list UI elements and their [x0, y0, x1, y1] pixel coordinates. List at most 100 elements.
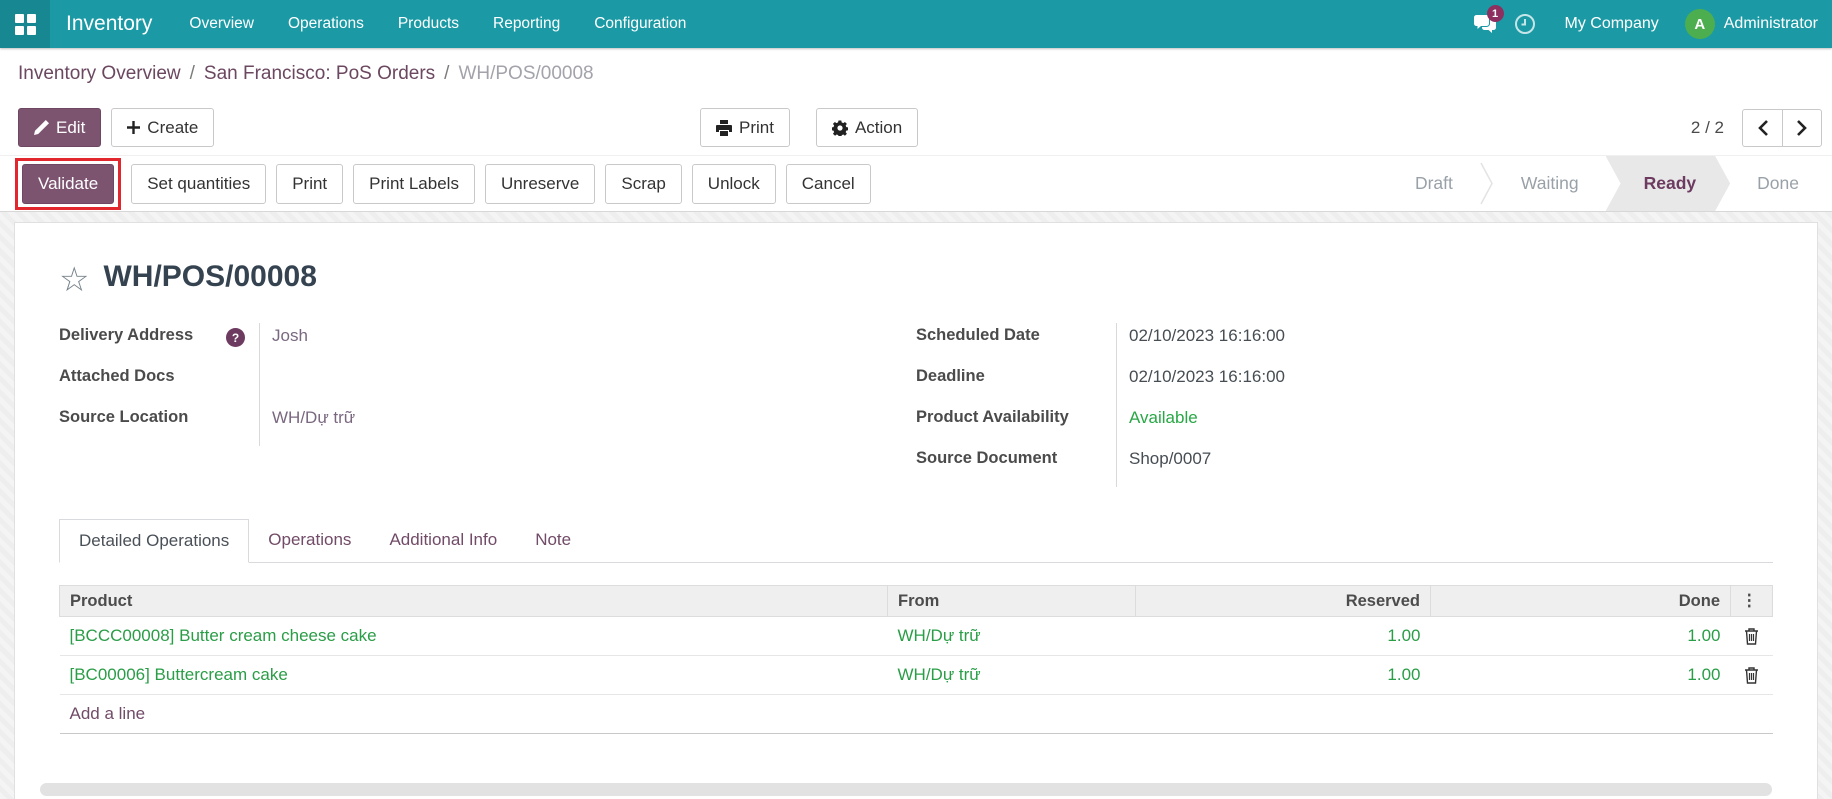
field-label: Source Location	[59, 405, 259, 446]
gear-icon	[831, 119, 848, 136]
scheduled-date-value: 02/10/2023 16:16:00	[1116, 323, 1729, 364]
control-panel-left: Edit Create	[18, 108, 215, 147]
row-reserved[interactable]: 1.00	[1135, 655, 1431, 695]
cancel-button[interactable]: Cancel	[785, 163, 871, 204]
set-quantities-button[interactable]: Set quantities	[131, 163, 267, 204]
optional-columns-icon[interactable]: ⋮	[1730, 585, 1773, 617]
delete-row-button[interactable]	[1730, 655, 1773, 695]
tab-additional-info[interactable]: Additional Info	[389, 530, 498, 549]
trash-icon	[1745, 627, 1758, 645]
pager-next-button[interactable]	[1782, 108, 1822, 147]
state-ready[interactable]: Ready	[1606, 156, 1731, 211]
print-button[interactable]: Print	[276, 163, 344, 204]
validate-highlight-annotation: Validate	[15, 157, 122, 210]
delivery-address-label: Delivery Address	[59, 326, 194, 344]
field-label: Product Availability	[916, 405, 1116, 446]
column-header-from[interactable]: From	[887, 585, 1136, 617]
action-menu-button[interactable]: Action	[815, 108, 919, 147]
row-done[interactable]: 1.00	[1430, 655, 1731, 695]
activities-button[interactable]	[1505, 0, 1545, 48]
unlock-button[interactable]: Unlock	[691, 163, 776, 204]
table-row: [BC00006] Buttercream cake WH/Dự trữ 1.0…	[59, 655, 1773, 695]
plus-icon	[127, 121, 141, 134]
validate-button[interactable]: Validate	[22, 163, 115, 204]
menu-operations[interactable]: Operations	[288, 15, 364, 32]
tab-detailed-operations[interactable]: Detailed Operations	[59, 519, 250, 563]
chevron-right-icon	[1797, 119, 1807, 136]
menu-overview[interactable]: Overview	[189, 15, 254, 32]
state-chevron-icon	[1480, 156, 1494, 211]
pager-previous-button[interactable]	[1742, 108, 1782, 147]
favorite-star-icon[interactable]: ☆	[59, 261, 90, 299]
tab-note[interactable]: Note	[535, 530, 572, 549]
row-product[interactable]: [BCCC00008] Butter cream cheese cake	[59, 616, 888, 656]
tab-operations[interactable]: Operations	[268, 530, 352, 549]
apps-grid-icon	[14, 13, 36, 35]
horizontal-scrollbar[interactable]	[40, 783, 1772, 796]
control-panel-center: Print Action	[700, 108, 919, 147]
menu-products[interactable]: Products	[397, 15, 459, 32]
field-delivery-address: Delivery Address ? Josh	[59, 323, 916, 364]
scrap-button[interactable]: Scrap	[605, 163, 682, 204]
source-document-label: Source Document	[916, 449, 1058, 467]
field-product-availability: Product Availability Available	[916, 405, 1729, 446]
delete-row-button[interactable]	[1730, 616, 1773, 656]
column-header-done[interactable]: Done	[1430, 585, 1731, 617]
printer-icon	[716, 119, 732, 136]
breadcrumb-inventory-overview[interactable]: Inventory Overview	[18, 63, 181, 84]
menu-reporting[interactable]: Reporting	[493, 15, 561, 32]
source-document-value: Shop/0007	[1116, 446, 1729, 487]
print-menu-button[interactable]: Print	[700, 108, 790, 147]
field-source-document: Source Document Shop/0007	[916, 446, 1729, 487]
create-button[interactable]: Create	[111, 108, 215, 147]
state-done[interactable]: Done	[1757, 173, 1799, 193]
user-name: Administrator	[1723, 15, 1818, 32]
pager-counter: 2 / 2	[1690, 117, 1724, 137]
detailed-operations-table: Product From Reserved Done ⋮ [BCCC00008]…	[59, 585, 1773, 734]
field-label: Delivery Address ?	[59, 323, 259, 364]
messages-badge: 1	[1486, 5, 1504, 22]
scheduled-date-label: Scheduled Date	[916, 326, 1040, 344]
user-avatar: A	[1684, 9, 1715, 39]
edit-button[interactable]: Edit	[18, 108, 102, 147]
table-header-row: Product From Reserved Done ⋮	[59, 585, 1773, 617]
field-source-location: Source Location WH/Dự trữ	[59, 405, 916, 446]
record-title: WH/POS/00008	[103, 260, 317, 293]
statusbar-buttons: Validate Set quantities Print Print Labe…	[15, 157, 871, 210]
breadcrumb-separator: /	[189, 63, 195, 84]
row-done[interactable]: 1.00	[1430, 616, 1731, 656]
menu-configuration[interactable]: Configuration	[594, 15, 687, 32]
breadcrumb-separator: /	[444, 63, 450, 84]
pager: 2 / 2	[1690, 108, 1822, 147]
delivery-address-value[interactable]: Josh	[259, 323, 916, 364]
deadline-value: 02/10/2023 16:16:00	[1116, 364, 1729, 405]
row-from[interactable]: WH/Dự trữ	[887, 616, 1136, 656]
apps-menu-button[interactable]	[0, 0, 50, 48]
row-product[interactable]: [BC00006] Buttercream cake	[59, 655, 888, 695]
column-header-reserved[interactable]: Reserved	[1135, 585, 1431, 617]
form-statusbar: Validate Set quantities Print Print Labe…	[0, 155, 1832, 212]
topbar-right: 1 My Company A Administrator	[1465, 0, 1832, 48]
add-a-line-link[interactable]: Add a line	[59, 694, 1773, 734]
edit-button-label: Edit	[56, 117, 86, 137]
field-group-right: Scheduled Date 02/10/2023 16:16:00 Deadl…	[916, 323, 1773, 487]
print-labels-button[interactable]: Print Labels	[353, 163, 475, 204]
chevron-left-icon	[1757, 119, 1768, 136]
source-location-value[interactable]: WH/Dự trữ	[259, 405, 916, 446]
company-switcher[interactable]: My Company	[1564, 15, 1659, 32]
field-deadline: Deadline 02/10/2023 16:16:00	[916, 364, 1729, 405]
messages-button[interactable]: 1	[1465, 0, 1505, 48]
app-name[interactable]: Inventory	[66, 12, 153, 35]
form-content-area: ☆ WH/POS/00008 Delivery Address ? Josh A…	[0, 212, 1832, 799]
unreserve-button[interactable]: Unreserve	[484, 163, 596, 204]
column-header-product[interactable]: Product	[59, 585, 888, 617]
row-from[interactable]: WH/Dự trữ	[887, 655, 1136, 695]
state-waiting[interactable]: Waiting	[1520, 173, 1579, 193]
product-availability-value: Available	[1116, 405, 1729, 446]
product-availability-label: Product Availability	[916, 408, 1069, 426]
breadcrumb-pos-orders[interactable]: San Francisco: PoS Orders	[203, 63, 436, 84]
pager-buttons	[1742, 108, 1822, 147]
state-draft[interactable]: Draft	[1414, 173, 1453, 193]
user-menu[interactable]: A Administrator	[1684, 9, 1818, 39]
row-reserved[interactable]: 1.00	[1135, 616, 1431, 656]
